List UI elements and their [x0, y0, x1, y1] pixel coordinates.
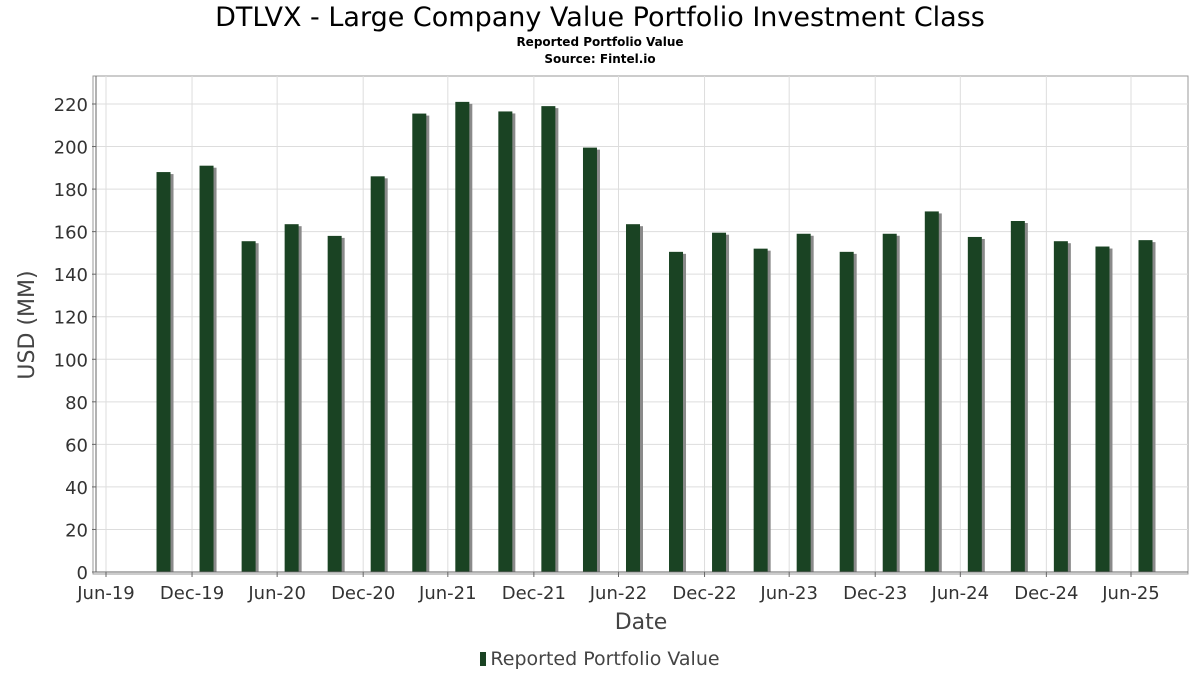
y-tick-label: 0 [77, 563, 88, 584]
bar [498, 111, 513, 572]
x-axis-ticks: Jun-19 Dec-19 Jun-20 Dec-20 Jun-21 Dec-21 Jun-… [76, 572, 1160, 604]
bar [582, 147, 597, 573]
bar [455, 101, 470, 572]
bar [1053, 241, 1068, 572]
bar [284, 224, 299, 572]
bar [199, 165, 214, 572]
legend: Reported Portfolio Value [0, 648, 1200, 670]
bar [753, 248, 768, 572]
y-tick-label: 140 [54, 265, 88, 286]
x-tick-label: Jun-21 [418, 583, 477, 604]
chart-title: DTLVX - Large Company Value Portfolio In… [215, 2, 985, 33]
x-tick-label: Dec-23 [843, 583, 907, 604]
bar [1010, 221, 1025, 572]
bar [669, 251, 684, 572]
y-tick-label: 180 [54, 180, 88, 201]
chart-subtitle: Reported Portfolio Value [516, 35, 684, 49]
bar [796, 233, 811, 572]
bar [1095, 246, 1110, 572]
x-tick-label: Dec-20 [331, 583, 395, 604]
bar [1138, 240, 1153, 573]
x-tick-label: Jun-24 [931, 583, 990, 604]
legend-swatch [480, 652, 487, 666]
bar [412, 113, 427, 572]
x-tick-label: Jun-23 [759, 583, 818, 604]
bars [156, 101, 1156, 573]
y-tick-label: 20 [65, 520, 88, 541]
bar [967, 236, 982, 573]
bar [712, 232, 727, 572]
x-tick-label: Dec-19 [160, 583, 224, 604]
x-axis-label: Date [615, 610, 668, 635]
y-tick-label: 220 [54, 95, 88, 116]
x-tick-label: Jun-19 [76, 583, 135, 604]
y-tick-label: 200 [54, 138, 88, 159]
y-axis-label: USD (MM) [15, 270, 40, 379]
x-tick-label: Dec-24 [1014, 583, 1078, 604]
x-tick-label: Jun-20 [247, 583, 306, 604]
x-tick-label: Dec-22 [672, 583, 736, 604]
bar [882, 233, 897, 572]
y-tick-label: 40 [65, 478, 88, 499]
y-tick-label: 160 [54, 223, 88, 244]
x-tick-label: Jun-25 [1101, 583, 1160, 604]
y-tick-label: 80 [65, 393, 88, 414]
bar [625, 224, 640, 572]
bar [370, 176, 385, 572]
bar [156, 172, 171, 572]
y-axis-ticks: 0 20 40 60 80 100 120 140 160 180 200 220 [54, 95, 96, 584]
y-tick-label: 60 [65, 435, 88, 456]
legend-label: Reported Portfolio Value [490, 648, 720, 670]
bar [241, 241, 256, 572]
x-tick-label: Jun-22 [589, 583, 648, 604]
y-tick-label: 120 [54, 308, 88, 329]
bar [924, 211, 939, 572]
bar [327, 235, 342, 572]
chart-source: Source: Fintel.io [544, 52, 656, 66]
bar [839, 251, 854, 572]
x-tick-label: Dec-21 [502, 583, 566, 604]
y-tick-label: 100 [54, 350, 88, 371]
bar [541, 106, 556, 573]
axes [95, 76, 1188, 573]
